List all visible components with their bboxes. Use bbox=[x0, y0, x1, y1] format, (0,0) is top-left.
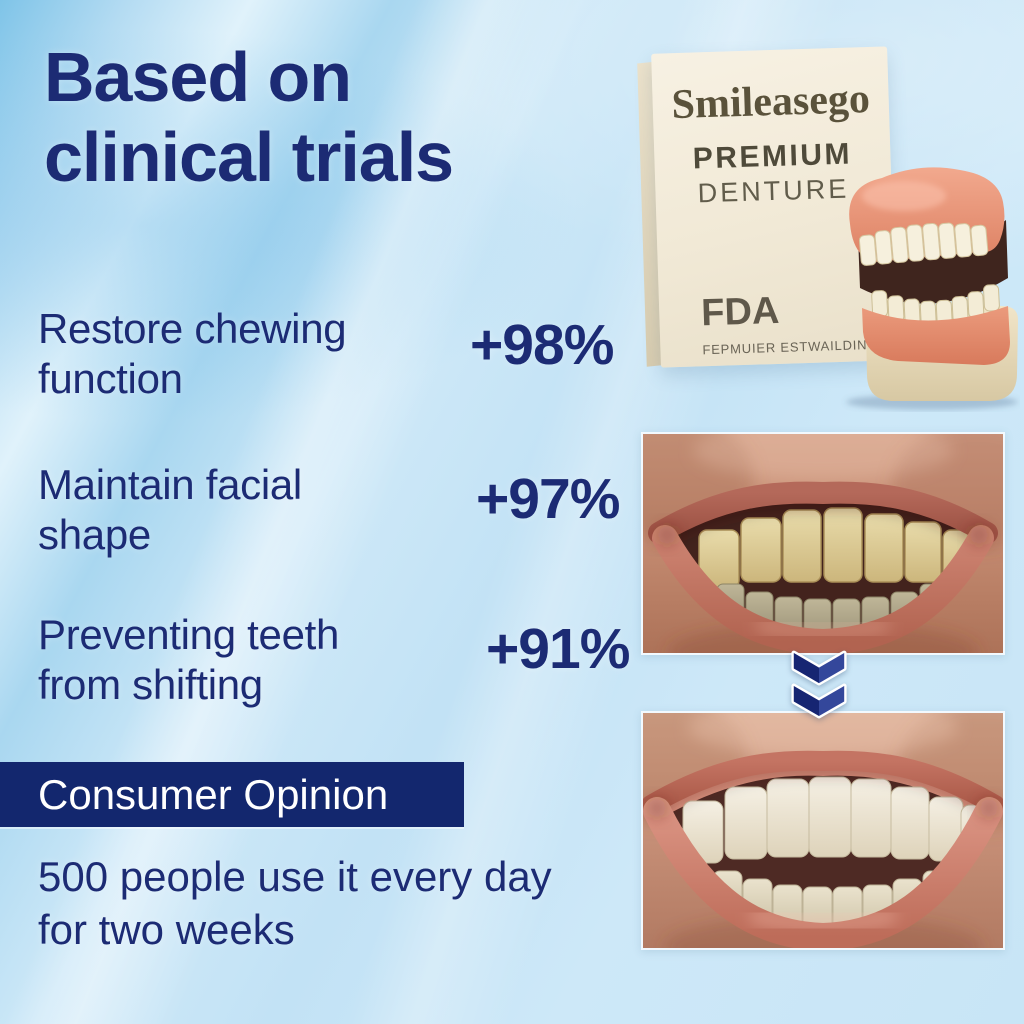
denture-model-image bbox=[846, 167, 1018, 410]
page-title: Based on clinical trials bbox=[44, 38, 454, 198]
brand-name: Smileasego bbox=[670, 75, 871, 129]
opinion-line1: 500 people use it every day bbox=[38, 853, 552, 900]
benefit-1-line2: function bbox=[38, 355, 183, 402]
benefit-label-restore-chewing: Restore chewing function bbox=[38, 304, 347, 404]
page-title-line1: Based on bbox=[44, 38, 352, 116]
benefit-value-facial-shape: +97% bbox=[476, 467, 620, 531]
consumer-opinion-description: 500 people use it every day for two week… bbox=[38, 850, 552, 956]
chevron-double-down-icon bbox=[791, 650, 847, 719]
page-title-line2: clinical trials bbox=[44, 117, 454, 196]
before-photo bbox=[641, 432, 1005, 655]
benefit-1-line1: Restore chewing bbox=[38, 305, 347, 352]
benefit-label-facial-shape: Maintain facial shape bbox=[38, 460, 302, 560]
benefit-value-restore-chewing: +98% bbox=[470, 313, 614, 377]
benefit-2-line1: Maintain facial bbox=[38, 461, 302, 508]
benefit-2-line2: shape bbox=[38, 511, 151, 558]
opinion-line2: for two weeks bbox=[38, 906, 295, 953]
benefit-3-line2: from shifting bbox=[38, 661, 263, 708]
benefit-label-teeth-shifting: Preventing teeth from shifting bbox=[38, 610, 339, 710]
benefit-3-line1: Preventing teeth bbox=[38, 611, 340, 658]
benefit-value-teeth-shifting: +91% bbox=[486, 617, 630, 681]
after-photo bbox=[641, 711, 1005, 950]
consumer-opinion-label: Consumer Opinion bbox=[38, 770, 389, 818]
consumer-opinion-banner: Consumer Opinion bbox=[0, 762, 464, 827]
